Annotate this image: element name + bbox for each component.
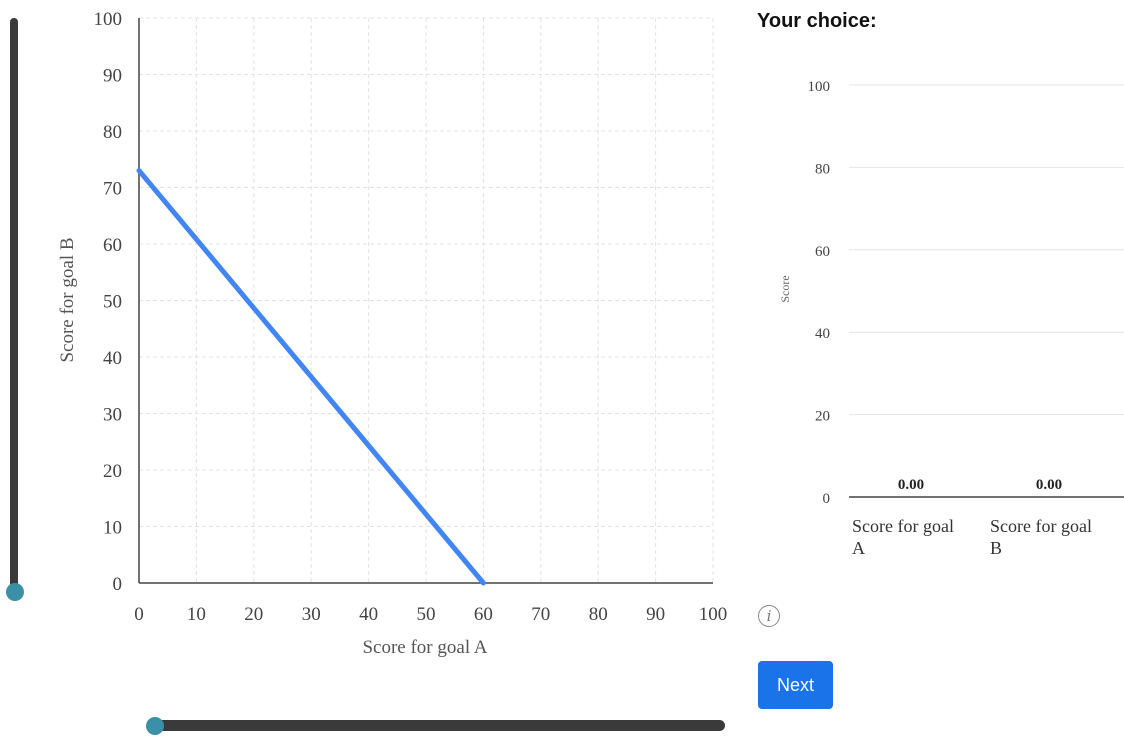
y-axis-label: Score for goal B (57, 237, 78, 362)
bar-value-label: 0.00 (1036, 477, 1062, 493)
bar-category-label-line2: B (990, 538, 1002, 558)
info-icon[interactable]: i (758, 605, 780, 627)
y-tick-label: 40 (103, 348, 122, 369)
y-tick-label: 80 (103, 122, 122, 143)
tradeoff-line (136, 168, 486, 586)
horizontal-slider-track[interactable] (150, 720, 725, 731)
bar-category-label: Score for goal (990, 516, 1092, 536)
bar-chart-tick-labels: 0 20 40 60 80 100 (808, 79, 831, 507)
bar-y-tick-label: 0 (823, 491, 831, 507)
choice-title: Your choice: (757, 10, 877, 32)
x-tick-label: 20 (244, 604, 263, 625)
bar-y-tick-label: 20 (815, 409, 830, 425)
x-tick-label: 70 (531, 604, 550, 625)
next-button[interactable]: Next (758, 661, 833, 709)
chart-grid (139, 17, 714, 583)
y-tick-label: 0 (113, 574, 123, 595)
bar-chart-y-label: Score (778, 275, 792, 302)
y-tick-label: 100 (94, 9, 123, 30)
chart-tick-labels: 0 10 20 30 40 50 60 70 80 90 100 0 10 20 30 40 50 60 70 80 9… (94, 9, 728, 625)
y-tick-label: 10 (103, 518, 122, 539)
x-tick-label: 80 (589, 604, 608, 625)
y-tick-label: 70 (103, 179, 122, 200)
bar-y-tick-label: 100 (808, 79, 831, 95)
y-tick-label: 50 (103, 292, 122, 313)
bar-chart-grid (849, 84, 1124, 498)
vertical-slider-track[interactable] (10, 18, 18, 593)
y-tick-label: 20 (103, 461, 122, 482)
x-tick-label: 40 (359, 604, 378, 625)
x-tick-label: 60 (474, 604, 493, 625)
chart-series (136, 168, 486, 586)
chart-axes (138, 18, 713, 584)
tradeoff-chart: 0 10 20 30 40 50 60 70 80 90 100 0 10 20 30 40 50 60 70 80 9… (57, 9, 728, 658)
info-icon-glyph: i (766, 607, 772, 625)
bar-category-label: Score for goal (852, 516, 954, 536)
x-tick-label: 10 (187, 604, 206, 625)
x-tick-label: 90 (646, 604, 665, 625)
bar-value-label: 0.00 (898, 477, 924, 493)
y-tick-label: 30 (103, 405, 122, 426)
y-tick-label: 90 (103, 66, 122, 87)
next-button-label: Next (776, 674, 814, 695)
x-tick-label: 50 (417, 604, 436, 625)
x-tick-label: 30 (302, 604, 321, 625)
bar-y-tick-label: 80 (815, 161, 830, 177)
x-tick-label: 100 (699, 604, 728, 625)
bar-category-label-line2: A (852, 538, 865, 558)
horizontal-slider-handle[interactable] (146, 717, 164, 735)
x-axis-label: Score for goal A (362, 637, 487, 658)
vertical-slider-handle[interactable] (6, 583, 24, 601)
y-tick-label: 60 (103, 235, 122, 256)
bar-y-tick-label: 60 (815, 244, 830, 260)
bar-y-tick-label: 40 (815, 326, 830, 342)
x-tick-label: 0 (134, 604, 144, 625)
